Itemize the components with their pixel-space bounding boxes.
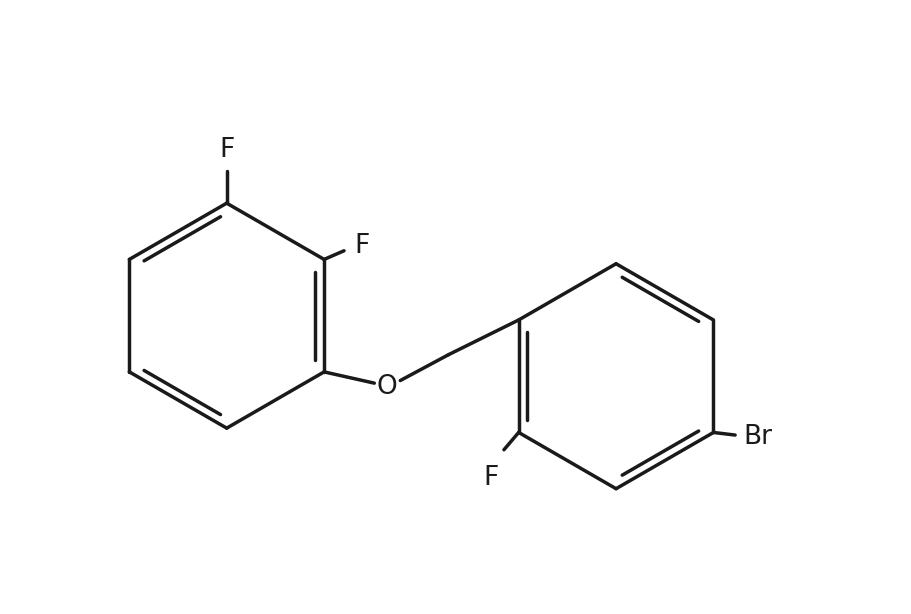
Text: F: F [219, 136, 234, 163]
Text: F: F [483, 465, 498, 491]
Text: O: O [375, 375, 396, 400]
Text: Br: Br [743, 424, 772, 450]
Text: F: F [354, 233, 369, 260]
